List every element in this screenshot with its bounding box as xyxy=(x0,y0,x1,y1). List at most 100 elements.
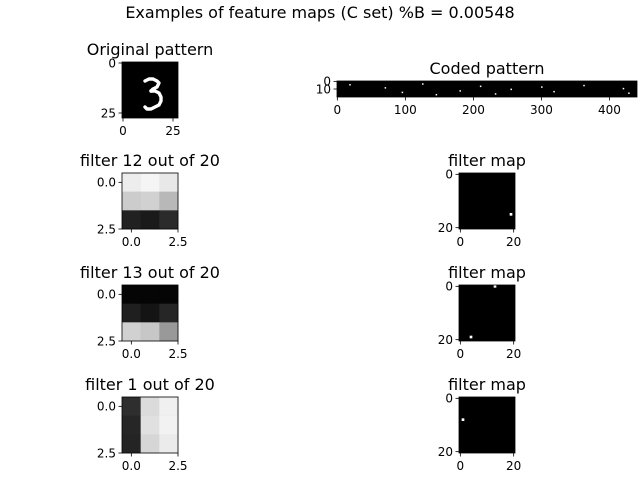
axes-frame xyxy=(458,396,516,454)
x-tick-label: 20 xyxy=(506,347,521,361)
active-pixel xyxy=(384,87,387,89)
y-tick-label: 10 xyxy=(316,82,331,96)
heatmap-cell xyxy=(159,285,179,304)
heatmap-cell xyxy=(140,434,160,454)
y-tick-label: 0 xyxy=(445,280,453,294)
image-area xyxy=(459,285,515,341)
heatmap-cell xyxy=(122,322,141,342)
heatmap-cell xyxy=(122,191,141,211)
active-pixel xyxy=(461,418,465,421)
heatmap-cell xyxy=(159,322,179,342)
subplot-title: filter map xyxy=(448,375,526,394)
heatmap-cell xyxy=(140,415,160,435)
axes-frame xyxy=(121,396,179,454)
x-tick-label: 2.5 xyxy=(168,347,187,361)
y-tick-label: 0 xyxy=(445,392,453,406)
x-tick-label: 0.0 xyxy=(122,459,141,473)
active-pixel xyxy=(479,85,482,88)
active-pixel xyxy=(541,86,543,88)
heatmap-cell xyxy=(159,397,179,416)
heatmap-cell xyxy=(122,285,141,304)
x-tick-label: 0 xyxy=(334,103,342,117)
y-tick-label: 0 xyxy=(108,56,116,70)
y-tick-label: 2.5 xyxy=(97,222,116,236)
x-tick-label: 0 xyxy=(457,235,465,249)
heatmap-cell xyxy=(159,173,179,192)
heatmap-cell xyxy=(140,210,160,230)
axes-frame xyxy=(458,284,516,342)
active-pixel xyxy=(469,335,473,339)
image-area xyxy=(337,81,637,97)
heatmap-cell xyxy=(122,434,141,454)
subplot-title: filter 1 out of 20 xyxy=(85,375,215,394)
x-tick-label: 0.0 xyxy=(122,235,141,249)
active-pixel xyxy=(493,285,497,288)
x-tick-label: 0 xyxy=(457,347,465,361)
heatmap-cell xyxy=(140,303,160,323)
heatmap-cell xyxy=(140,173,160,192)
x-tick-label: 20 xyxy=(506,459,521,473)
subplot-filter13: filter 13 out of 20 0.0 2.5 0.0 2.5 xyxy=(80,263,220,361)
heatmap-cell xyxy=(122,303,141,323)
active-pixel xyxy=(422,83,424,85)
heatmap-cell xyxy=(122,173,141,192)
heatmap-cell xyxy=(140,285,160,304)
image-area xyxy=(459,173,515,229)
image-area xyxy=(459,397,515,453)
heatmap-cell xyxy=(159,303,179,323)
x-tick-label: 100 xyxy=(394,103,417,117)
active-pixel xyxy=(435,93,438,96)
active-pixel xyxy=(494,93,497,95)
y-tick-label: 0 xyxy=(323,75,331,89)
heatmap-cell xyxy=(140,397,160,416)
active-pixel xyxy=(628,92,630,94)
y-tick-label: 20 xyxy=(438,333,453,347)
heatmap-cell xyxy=(140,322,160,342)
y-tick-label: 0.0 xyxy=(97,400,116,414)
heatmap-cell xyxy=(159,191,179,211)
axes-frame xyxy=(121,284,179,342)
y-tick-label: 2.5 xyxy=(97,334,116,348)
heatmap-cell xyxy=(122,397,141,416)
digit-stroke xyxy=(143,77,161,93)
subplot-title: filter map xyxy=(448,151,526,170)
subplot-title: filter map xyxy=(448,263,526,282)
active-pixel xyxy=(622,87,625,90)
y-tick-label: 20 xyxy=(438,221,453,235)
heatmap-cell xyxy=(122,415,141,435)
y-tick-label: 0 xyxy=(445,168,453,182)
subplot-coded: Coded pattern 0 100 200 300 400 010 xyxy=(316,59,638,117)
y-tick-label: 20 xyxy=(438,445,453,459)
heatmap-cell xyxy=(159,434,179,454)
x-tick-label: 2.5 xyxy=(168,459,187,473)
y-tick-label: 2.5 xyxy=(97,446,116,460)
x-tick-label: 2.5 xyxy=(168,235,187,249)
axes-frame xyxy=(458,172,516,230)
active-pixel xyxy=(583,84,585,87)
figure-title: Examples of feature maps (C set) %B = 0.… xyxy=(125,3,514,22)
heatmap-cell xyxy=(122,210,141,230)
active-pixel xyxy=(349,84,351,86)
x-tick-label: 200 xyxy=(462,103,485,117)
x-tick-label: 0 xyxy=(457,459,465,473)
subplot-filter12: filter 12 out of 20 0.0 2.5 0.0 2.5 xyxy=(80,151,220,249)
heatmap-cell xyxy=(140,191,160,211)
subplot-title: filter 13 out of 20 xyxy=(80,263,220,282)
axes-frame xyxy=(121,61,179,119)
subplot-title: Coded pattern xyxy=(430,59,545,78)
x-tick-label: 300 xyxy=(530,103,553,117)
active-pixel xyxy=(459,90,461,92)
x-tick-label: 400 xyxy=(598,103,621,117)
heatmap-cell xyxy=(159,415,179,435)
y-tick-label: 25 xyxy=(101,106,116,120)
active-pixel xyxy=(510,88,512,91)
subplot-title: filter 12 out of 20 xyxy=(80,151,220,170)
heatmap-cell xyxy=(159,210,179,230)
x-tick-label: 25 xyxy=(165,124,180,138)
subplot-title: Original pattern xyxy=(87,40,213,59)
subplot-filter1: filter 1 out of 20 0.0 2.5 0.0 2.5 xyxy=(85,375,215,473)
